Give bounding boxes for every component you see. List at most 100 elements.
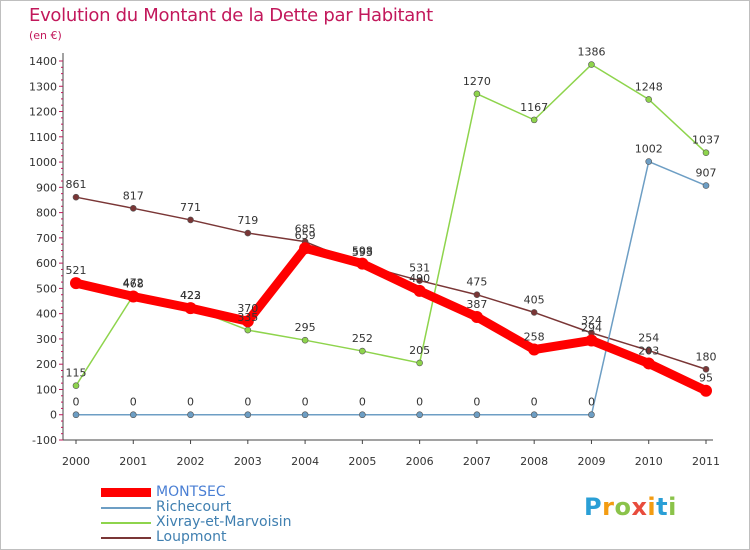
data-label-montsec: 370 bbox=[237, 302, 258, 315]
data-point-montsec bbox=[585, 334, 598, 347]
data-label-loupmont: 475 bbox=[466, 276, 487, 289]
data-label-xivray-et-marvoisin: 1037 bbox=[692, 134, 720, 147]
data-label-montsec: 659 bbox=[295, 229, 316, 242]
data-point-richecourt bbox=[473, 411, 481, 419]
data-label-montsec: 294 bbox=[581, 321, 602, 334]
data-label-loupmont: 817 bbox=[123, 189, 144, 202]
data-label-loupmont: 405 bbox=[524, 293, 545, 306]
data-point-richecourt bbox=[72, 411, 80, 419]
data-point-loupmont bbox=[244, 229, 252, 237]
x-tick-label: 2008 bbox=[520, 455, 548, 468]
y-tick-label: 900 bbox=[36, 181, 57, 194]
data-label-loupmont: 324 bbox=[581, 314, 602, 327]
data-point-montsec bbox=[70, 277, 82, 290]
legend-swatch-montsec bbox=[101, 488, 151, 497]
data-label-richecourt: 0 bbox=[244, 396, 251, 409]
data-label-montsec: 95 bbox=[699, 372, 713, 385]
y-tick-label: 1100 bbox=[29, 131, 57, 144]
data-point-xivray-et-marvoisin bbox=[416, 359, 423, 367]
data-point-loupmont bbox=[187, 216, 194, 224]
legend-item-richecourt: Richecourt bbox=[101, 500, 292, 515]
data-label-richecourt: 0 bbox=[359, 396, 366, 409]
data-label-montsec: 258 bbox=[524, 331, 545, 344]
legend-swatch-loupmont bbox=[101, 536, 151, 539]
legend-item-xivray-et-marvoisin: Xivray-et-Marvoisin bbox=[101, 515, 292, 530]
series-line-loupmont bbox=[75, 196, 707, 371]
y-tick-label: -100 bbox=[32, 434, 57, 447]
data-label-loupmont: 531 bbox=[409, 262, 430, 275]
x-tick-label: 2005 bbox=[348, 455, 376, 468]
y-tick-label: 500 bbox=[36, 282, 57, 295]
data-label-loupmont: 593 bbox=[352, 246, 373, 259]
y-tick-label: 300 bbox=[36, 333, 57, 346]
data-point-xivray-et-marvoisin bbox=[702, 149, 710, 157]
data-label-xivray-et-marvoisin: 115 bbox=[66, 367, 87, 380]
x-tick-label: 2011 bbox=[692, 455, 720, 468]
y-tick-label: 800 bbox=[36, 207, 57, 220]
data-point-loupmont bbox=[416, 277, 423, 284]
x-tick-label: 2000 bbox=[62, 455, 90, 468]
data-label-montsec: 422 bbox=[180, 289, 201, 302]
y-tick-label: 1000 bbox=[29, 156, 57, 169]
data-point-xivray-et-marvoisin bbox=[359, 347, 366, 355]
data-label-xivray-et-marvoisin: 1386 bbox=[577, 46, 605, 59]
logo-letter: i bbox=[647, 493, 657, 521]
data-point-montsec bbox=[184, 302, 197, 315]
data-label-richecourt: 0 bbox=[130, 396, 137, 409]
data-point-montsec bbox=[356, 257, 369, 270]
data-label-loupmont: 180 bbox=[696, 350, 717, 363]
logo-letter: r bbox=[602, 493, 615, 521]
x-tick-label: 2007 bbox=[463, 455, 491, 468]
legend-label-richecourt: Richecourt bbox=[156, 499, 232, 515]
y-tick-label: 200 bbox=[36, 358, 57, 371]
data-point-montsec bbox=[470, 310, 483, 323]
legend-swatch-xivray-et-marvoisin bbox=[101, 521, 151, 524]
data-label-loupmont: 719 bbox=[237, 214, 258, 227]
data-label-richecourt: 0 bbox=[416, 396, 423, 409]
x-tick-label: 2010 bbox=[635, 455, 663, 468]
data-point-richecourt bbox=[702, 182, 710, 189]
data-point-xivray-et-marvoisin bbox=[301, 336, 309, 344]
y-tick-label: 1300 bbox=[29, 80, 57, 93]
y-tick-label: 1200 bbox=[29, 106, 57, 119]
data-point-montsec bbox=[700, 384, 712, 397]
data-point-montsec bbox=[127, 290, 140, 303]
legend: MONTSEC Richecourt Xivray-et-Marvoisin L… bbox=[101, 485, 292, 545]
data-label-loupmont: 254 bbox=[638, 332, 659, 345]
data-label-richecourt: 0 bbox=[588, 396, 595, 409]
legend-swatch-richecourt bbox=[101, 506, 151, 509]
data-label-montsec: 203 bbox=[638, 344, 659, 357]
data-label-xivray-et-marvoisin: 335 bbox=[237, 311, 258, 324]
y-axis-unit: (en €) bbox=[29, 29, 62, 42]
data-point-xivray-et-marvoisin bbox=[530, 116, 538, 124]
data-point-loupmont bbox=[702, 365, 710, 373]
logo-letter: i bbox=[668, 493, 677, 521]
data-point-richecourt bbox=[645, 158, 653, 165]
series-line-xivray-et-marvoisin bbox=[75, 63, 707, 387]
data-label-richecourt: 0 bbox=[187, 396, 194, 409]
legend-item-loupmont: Loupmont bbox=[101, 530, 292, 545]
data-label-xivray-et-marvoisin: 252 bbox=[352, 332, 373, 345]
data-point-richecourt bbox=[359, 411, 366, 419]
data-point-loupmont bbox=[473, 291, 481, 299]
data-point-richecourt bbox=[244, 411, 252, 419]
data-label-richecourt: 0 bbox=[473, 396, 480, 409]
data-label-xivray-et-marvoisin: 1167 bbox=[520, 101, 548, 114]
series-line-montsec bbox=[71, 243, 711, 396]
data-point-xivray-et-marvoisin bbox=[244, 326, 252, 334]
data-point-montsec bbox=[413, 284, 426, 297]
data-point-loupmont bbox=[530, 309, 538, 316]
x-tick-label: 2003 bbox=[234, 455, 262, 468]
data-label-montsec: 387 bbox=[466, 298, 487, 311]
data-point-richecourt bbox=[416, 411, 423, 419]
y-tick-label: 600 bbox=[36, 257, 57, 270]
data-label-xivray-et-marvoisin: 1270 bbox=[463, 75, 491, 88]
data-label-xivray-et-marvoisin: 472 bbox=[123, 276, 144, 289]
data-point-loupmont bbox=[129, 205, 137, 212]
data-label-montsec: 490 bbox=[409, 272, 430, 285]
y-tick-label: 0 bbox=[50, 409, 57, 422]
data-point-montsec bbox=[299, 242, 312, 255]
data-point-loupmont bbox=[72, 193, 80, 201]
data-label-richecourt: 1002 bbox=[635, 143, 663, 156]
